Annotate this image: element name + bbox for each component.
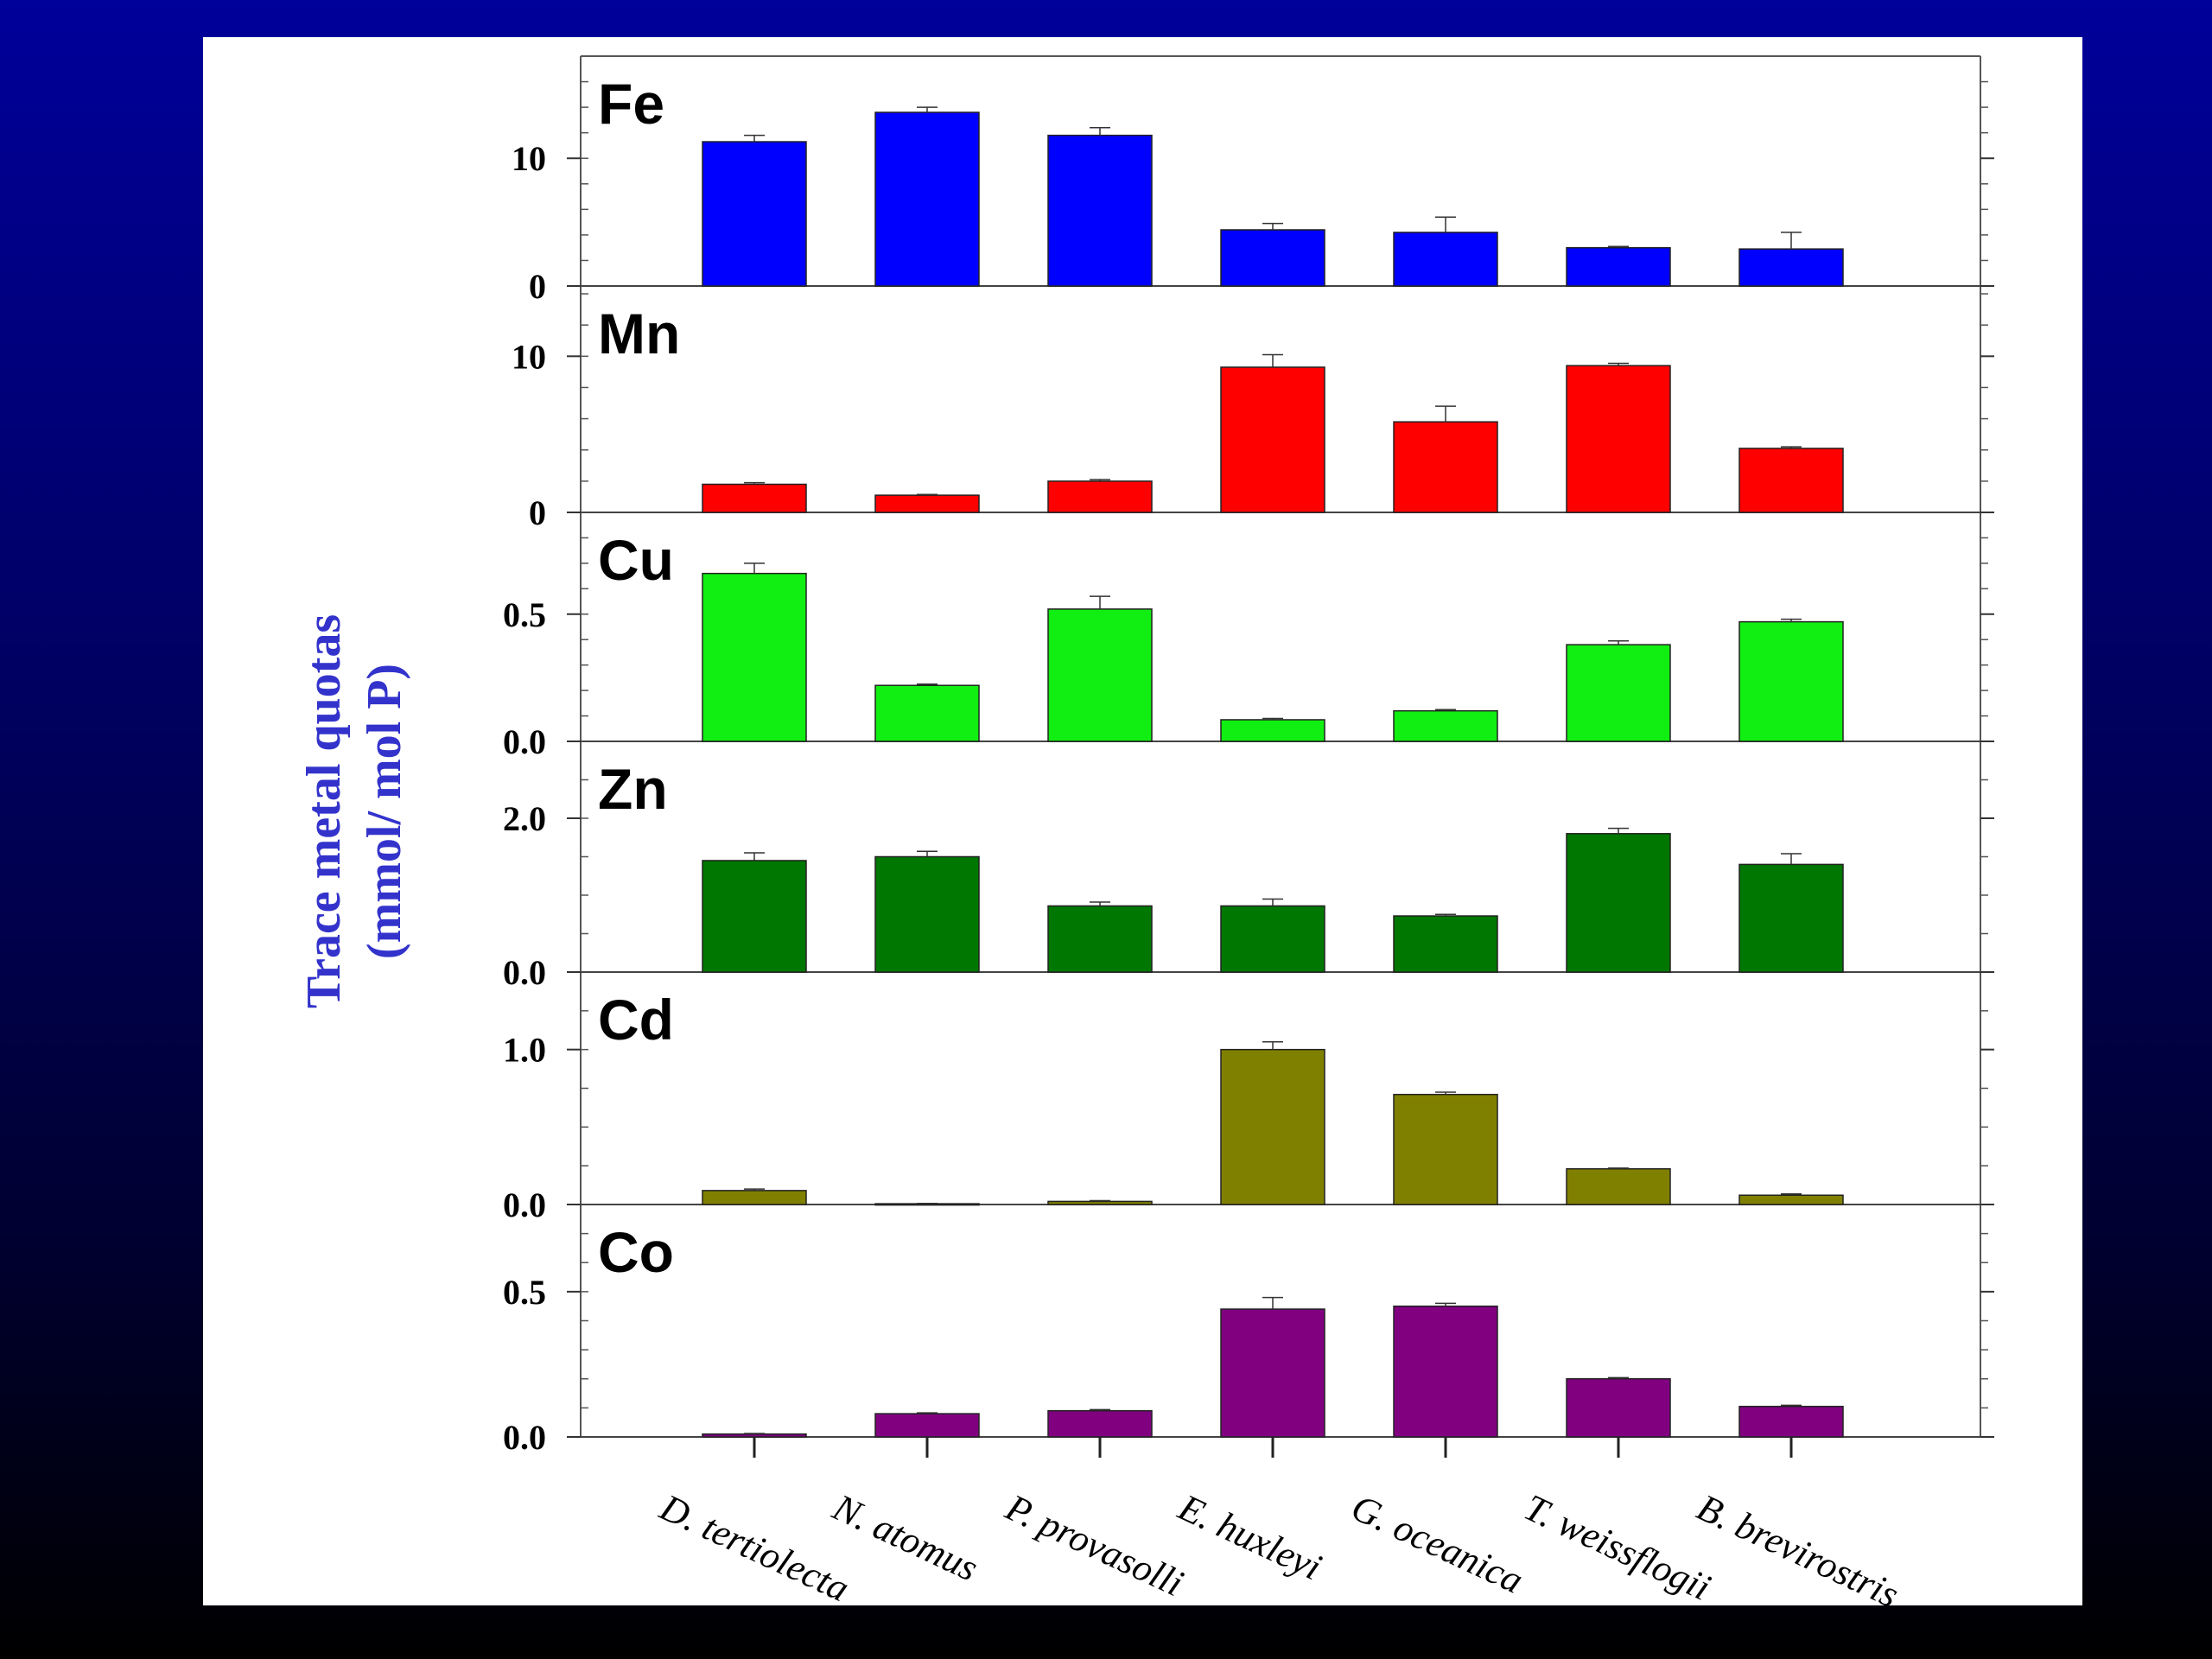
metal-label-mn: Mn [598, 302, 680, 365]
bar-mn-1 [702, 483, 807, 513]
metal-label-zn: Zn [598, 757, 668, 821]
bar-zn-7 [1738, 863, 1844, 973]
y-tick-label: 1.0 [503, 1031, 546, 1070]
panel-cu: 0.0 0.5 Cu [503, 528, 1994, 761]
bar-cd-6 [1566, 1168, 1671, 1205]
bar-zn-4 [1220, 905, 1325, 973]
bar-mn-5 [1393, 421, 1498, 513]
y-tick-label: 10 [512, 139, 546, 178]
y-tick-label: 0 [529, 493, 546, 532]
y-tick-label: 10 [512, 337, 546, 376]
bar-fe-6 [1566, 246, 1671, 287]
bar-fe-3 [1047, 134, 1153, 287]
bar-co-4 [1220, 1308, 1325, 1438]
bar-co-2 [874, 1413, 980, 1438]
bar-co-1 [702, 1433, 807, 1438]
bar-cu-6 [1566, 644, 1671, 742]
bar-zn-2 [874, 855, 980, 973]
bar-cu-7 [1738, 620, 1844, 742]
bar-co-3 [1047, 1409, 1153, 1438]
x-tick-label: P. provasolli [999, 1485, 1190, 1605]
y-tick-label: 0.0 [503, 953, 546, 992]
bar-fe-5 [1393, 232, 1498, 287]
metal-label-fe: Fe [598, 72, 664, 136]
x-tick-label: D. tertiolecta [653, 1485, 855, 1605]
y-tick-label: 0.0 [503, 722, 546, 761]
chart-panel: 0 10 Fe 0 10 Mn 0.0 0.5 Cu 0.0 2.0 Zn 0.0 1.0 Cd 0.0 0.5… [203, 37, 2082, 1605]
y-axis-title-line: (mmol/ mol P) [358, 664, 411, 959]
bar-zn-6 [1566, 833, 1671, 973]
panel-co: 0.0 0.5 Co [503, 1220, 1994, 1457]
bar-fe-7 [1738, 248, 1844, 287]
metal-label-cd: Cd [598, 988, 674, 1052]
metal-label-co: Co [598, 1220, 674, 1284]
bar-cu-2 [874, 684, 980, 742]
bar-fe-4 [1220, 229, 1325, 287]
bar-co-7 [1738, 1405, 1844, 1438]
bar-cu-1 [702, 572, 807, 742]
bar-fe-2 [874, 111, 980, 287]
bar-cd-4 [1220, 1048, 1325, 1205]
y-tick-label: 0.5 [503, 595, 546, 634]
x-tick-label: G. oceanica [1345, 1486, 1529, 1602]
x-tick-label: E. huxleyi [1172, 1485, 1328, 1588]
bar-mn-2 [874, 494, 980, 513]
y-tick-label: 0.5 [503, 1273, 546, 1312]
bar-mn-7 [1738, 448, 1844, 513]
x-tick-label: B. brevirostris [1691, 1486, 1905, 1605]
panel-fe: 0 10 Fe [512, 72, 1994, 306]
panel-zn: 0.0 2.0 Zn [503, 757, 1994, 992]
panel-mn: 0 10 Mn [512, 293, 1994, 532]
bar-cu-4 [1220, 719, 1325, 742]
bar-zn-5 [1393, 915, 1498, 973]
metal-label-cu: Cu [598, 528, 674, 592]
y-tick-label: 0.0 [503, 1418, 546, 1457]
y-axis-title-line: Trace metal quotas [297, 614, 351, 1008]
bar-cd-1 [702, 1190, 807, 1205]
bar-chart: 0 10 Fe 0 10 Mn 0.0 0.5 Cu 0.0 2.0 Zn 0.0 1.0 Cd 0.0 0.5… [297, 55, 1994, 1605]
panel-cd: 0.0 1.0 Cd [503, 988, 1994, 1224]
bar-mn-6 [1566, 365, 1671, 513]
bar-co-6 [1566, 1378, 1671, 1438]
bar-cu-3 [1047, 608, 1153, 742]
bar-cd-3 [1047, 1200, 1153, 1205]
x-tick-label: T. weissflogii [1518, 1486, 1717, 1605]
bar-fe-1 [702, 141, 807, 287]
y-tick-label: 2.0 [503, 799, 546, 838]
bar-co-5 [1393, 1305, 1498, 1438]
y-axis-title: Trace metal quotas (mmol/ mol P) [297, 614, 411, 1008]
bar-cd-7 [1738, 1194, 1844, 1205]
y-tick-label: 0.0 [503, 1185, 546, 1224]
bar-mn-4 [1220, 366, 1325, 513]
bar-zn-3 [1047, 905, 1153, 973]
bar-mn-3 [1047, 480, 1153, 513]
bar-cd-5 [1393, 1093, 1498, 1205]
bar-cu-5 [1393, 709, 1498, 742]
bar-zn-1 [702, 860, 807, 973]
y-tick-label: 0 [529, 267, 546, 306]
